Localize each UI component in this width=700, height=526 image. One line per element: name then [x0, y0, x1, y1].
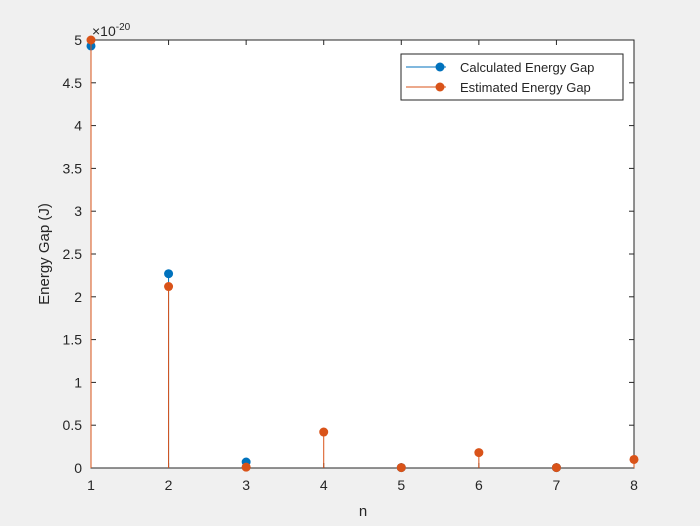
x-tick-label: 2 [165, 477, 173, 493]
data-point [474, 448, 484, 458]
data-point [551, 463, 561, 473]
legend-box [400, 53, 624, 101]
y-tick-label: 4 [74, 118, 82, 134]
x-tick-label: 7 [553, 477, 561, 493]
x-tick-label: 4 [320, 477, 328, 493]
data-point [629, 454, 639, 464]
legend-marker-estimated [435, 82, 445, 92]
legend-label-calculated: Calculated Energy Gap [460, 60, 594, 75]
data-point [164, 269, 174, 279]
x-tick-label: 8 [630, 477, 638, 493]
y-tick-label: 0.5 [63, 417, 83, 433]
data-point [86, 35, 96, 45]
x-tick-label: 3 [242, 477, 250, 493]
y-tick-label: 1 [74, 374, 82, 390]
series-estimated [86, 35, 639, 473]
y-tick-label: 4.5 [63, 75, 83, 91]
data-point [164, 282, 174, 292]
legend-item-estimated: Estimated Energy Gap [406, 80, 591, 95]
y-tick-label: 2.5 [63, 246, 83, 262]
x-tick-label: 6 [475, 477, 483, 493]
data-point [241, 462, 251, 472]
x-axis-label: n [359, 503, 367, 520]
y-exponent-label: ×10-20 [92, 22, 131, 39]
y-tick-label: 3.5 [63, 160, 83, 176]
legend-label-estimated: Estimated Energy Gap [460, 80, 591, 95]
y-tick-label: 2 [74, 289, 82, 305]
legend-marker-calculated [435, 62, 445, 72]
x-tick-label: 1 [87, 477, 95, 493]
x-tick-label: 5 [397, 477, 405, 493]
y-axis-label: Energy Gap (J) [36, 203, 53, 305]
legend[interactable]: Calculated Energy Gap Estimated Energy G… [400, 53, 624, 101]
axes: 1 2 3 4 5 6 7 8 0 0.5 1 1.5 2 2.5 3 3.5 4 4.5 5 [63, 32, 639, 493]
plot-area [91, 40, 634, 468]
data-point [396, 463, 406, 473]
y-tick-label: 1.5 [63, 332, 83, 348]
y-tick-label: 5 [74, 32, 82, 48]
legend-item-calculated: Calculated Energy Gap [406, 60, 594, 75]
y-tick-label: 3 [74, 203, 82, 219]
y-tick-label: 0 [74, 460, 82, 476]
data-point [319, 427, 329, 437]
data-series [86, 35, 639, 473]
